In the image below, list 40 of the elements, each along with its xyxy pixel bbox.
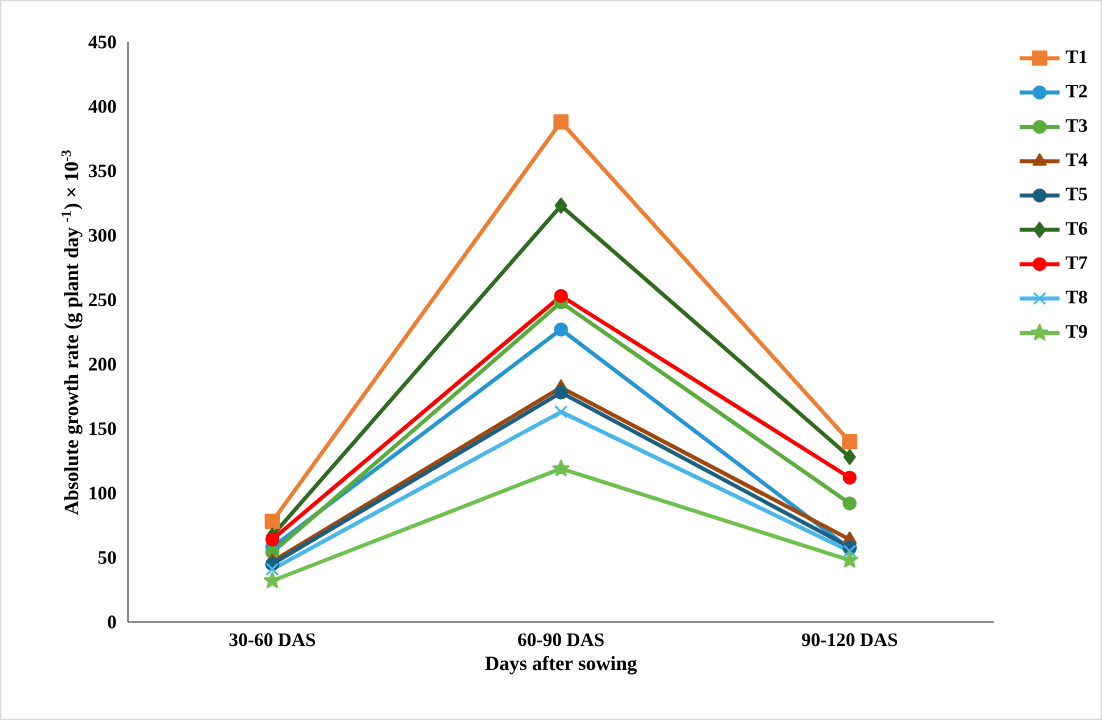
point [264, 513, 280, 530]
legend-label: T1 [1065, 50, 1087, 63]
y-axis-title: Absolute growth rate (g plant day $^{-1}$) × 10$^{-3}$ [61, 150, 83, 515]
y-tick-label: 300 [88, 228, 116, 242]
point [554, 288, 568, 303]
y-tick-label: 100 [89, 486, 116, 500]
point [554, 197, 568, 214]
point [552, 459, 570, 477]
legend-label: T9 [1065, 325, 1088, 338]
y-tick-label: 400 [88, 100, 116, 113]
y-tick-label: 450 [88, 35, 116, 49]
point [554, 385, 568, 400]
y-tick-label: 0 [107, 615, 116, 629]
point [842, 433, 858, 450]
point [263, 571, 281, 589]
point [842, 470, 857, 485]
point [554, 405, 568, 419]
point [554, 322, 568, 337]
legend-label: T2 [1065, 84, 1087, 98]
legend-label: T7 [1065, 256, 1088, 269]
y-tick-label: 250 [88, 293, 116, 307]
x-tick-label: 60-90 DAS [518, 633, 604, 647]
y-tick-label: 50 [98, 551, 116, 564]
x-axis-title: Days after sowing [485, 655, 637, 675]
x-tick-label: 30-60 DAS [229, 633, 316, 647]
legend-label: T3 [1065, 119, 1088, 132]
point [553, 114, 569, 130]
y-tick-label: 350 [88, 164, 116, 178]
legend-label: T5 [1065, 187, 1088, 201]
point [265, 562, 279, 576]
point [843, 449, 856, 466]
legend-label: T4 [1065, 153, 1088, 167]
x-tick-label: 90-120 DAS [801, 633, 898, 647]
point [841, 551, 859, 568]
point [842, 496, 857, 511]
y-tick-label: 200 [88, 357, 116, 371]
legend-label: T6 [1065, 222, 1088, 235]
point [265, 532, 280, 547]
y-tick-label: 150 [89, 422, 116, 436]
legend-label: T8 [1065, 290, 1088, 304]
